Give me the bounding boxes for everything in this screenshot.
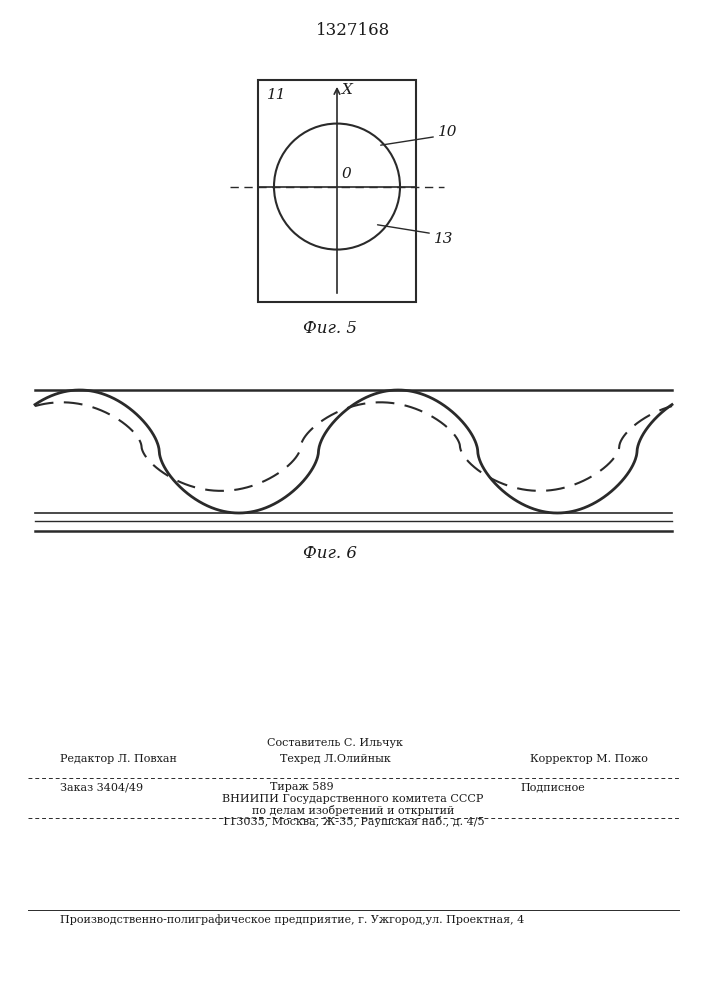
Text: X: X — [342, 83, 353, 97]
Text: 13: 13 — [434, 232, 453, 246]
Text: 113035, Москва, Ж-35, Раушская наб., д. 4/5: 113035, Москва, Ж-35, Раушская наб., д. … — [222, 816, 484, 827]
Text: Фиг. 6: Фиг. 6 — [303, 545, 357, 562]
Bar — [258, 80, 416, 302]
Text: Техред Л.Олийнык: Техред Л.Олийнык — [280, 754, 390, 764]
Text: Производственно-полиграфическое предприятие, г. Ужгород,ул. Проектная, 4: Производственно-полиграфическое предприя… — [60, 914, 525, 925]
Text: Фиг. 5: Фиг. 5 — [303, 320, 357, 337]
Text: ВНИИПИ Государственного комитета СССР: ВНИИПИ Государственного комитета СССР — [222, 794, 484, 804]
Text: Корректор М. Пожо: Корректор М. Пожо — [530, 754, 648, 764]
Text: 0: 0 — [342, 167, 352, 181]
Text: 10: 10 — [438, 125, 457, 139]
Text: 1327168: 1327168 — [316, 22, 390, 39]
Text: Редактор Л. Повхан: Редактор Л. Повхан — [60, 754, 177, 764]
Text: Подписное: Подписное — [520, 782, 585, 792]
Text: Составитель С. Ильчук: Составитель С. Ильчук — [267, 738, 403, 748]
Text: Заказ 3404/49: Заказ 3404/49 — [60, 782, 143, 792]
Text: 11: 11 — [267, 88, 286, 102]
Text: Тираж 589: Тираж 589 — [270, 782, 334, 792]
Text: по делам изобретений и открытий: по делам изобретений и открытий — [252, 805, 454, 816]
